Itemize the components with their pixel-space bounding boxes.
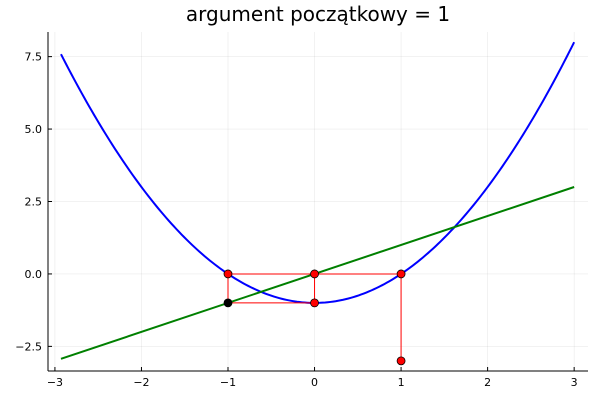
data-point-marker [396, 269, 406, 279]
chart-title: argument początkowy = 1 [185, 2, 451, 26]
grid-lines [48, 32, 588, 371]
y-tick-labels: −2.5 0.0 2.5 5.0 7.5 [15, 51, 42, 354]
axes [47, 32, 588, 372]
x-tick-label: 0 [311, 376, 318, 389]
x-tick-labels: −3 −2 −1 0 1 2 3 [47, 376, 578, 389]
y-tick-label: 2.5 [25, 196, 43, 209]
y-tick-label: 5.0 [25, 123, 43, 136]
data-point-marker [223, 269, 233, 279]
x-tick-label: 1 [398, 376, 405, 389]
data-point-marker [396, 356, 406, 366]
data-point-marker [223, 298, 233, 308]
y-tick-label: 7.5 [25, 51, 43, 64]
x-tick-label: −3 [47, 376, 63, 389]
markers-layer [223, 269, 406, 366]
x-tick-label: 3 [571, 376, 578, 389]
x-tick-label: −2 [133, 376, 149, 389]
x-tick-label: 2 [484, 376, 491, 389]
parabola-series-line [60, 41, 576, 304]
data-point-marker [310, 298, 319, 308]
y-tick-label: −2.5 [15, 340, 42, 353]
data-point-marker [310, 269, 319, 279]
y-tick-label: 0.0 [25, 268, 43, 281]
x-tick-label: −1 [220, 376, 236, 389]
